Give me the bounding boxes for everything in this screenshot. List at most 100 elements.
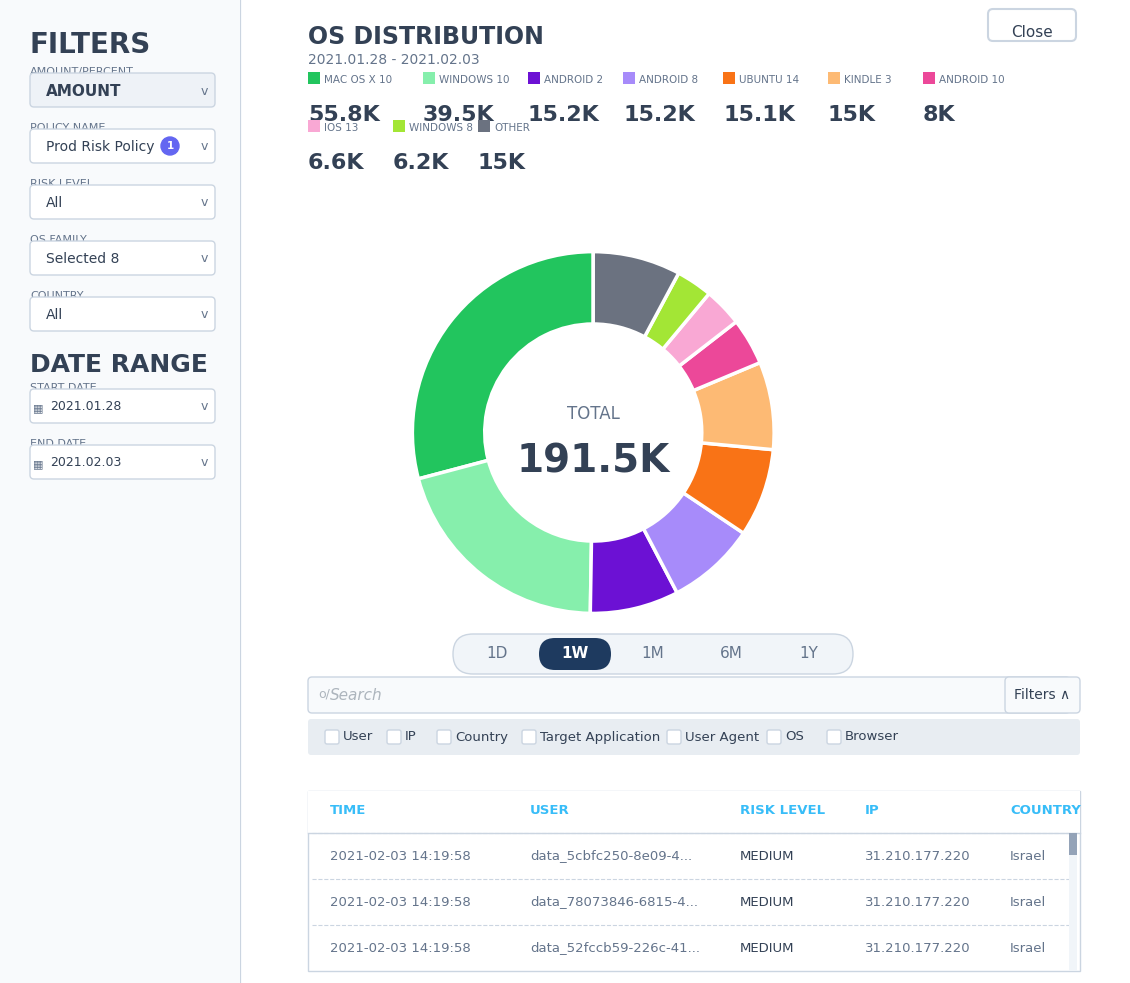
FancyBboxPatch shape (767, 730, 781, 744)
Wedge shape (644, 492, 744, 593)
Text: 2021-02-03 14:19:58: 2021-02-03 14:19:58 (330, 896, 471, 908)
Text: Filters ∧: Filters ∧ (1014, 688, 1070, 702)
FancyBboxPatch shape (539, 638, 611, 670)
FancyBboxPatch shape (308, 677, 1070, 713)
Text: KINDLE 3: KINDLE 3 (844, 75, 892, 85)
FancyBboxPatch shape (1005, 677, 1080, 713)
Text: Search: Search (330, 687, 383, 703)
Text: WINDOWS 8: WINDOWS 8 (409, 123, 473, 133)
FancyBboxPatch shape (0, 0, 242, 983)
FancyBboxPatch shape (308, 791, 1080, 833)
Wedge shape (684, 442, 773, 533)
Text: 15.2K: 15.2K (528, 105, 600, 125)
FancyBboxPatch shape (31, 129, 215, 163)
Text: 6.2K: 6.2K (393, 153, 450, 173)
Text: OS DISTRIBUTION: OS DISTRIBUTION (308, 25, 544, 49)
Wedge shape (593, 252, 679, 337)
Text: 15K: 15K (478, 153, 525, 173)
Wedge shape (663, 294, 737, 366)
Text: 1: 1 (166, 141, 174, 151)
Text: v: v (201, 308, 208, 321)
Text: 6.6K: 6.6K (308, 153, 365, 173)
Text: MEDIUM: MEDIUM (740, 942, 794, 954)
Text: v: v (201, 196, 208, 209)
Text: ▦: ▦ (33, 459, 43, 469)
Text: IOS 13: IOS 13 (324, 123, 358, 133)
FancyBboxPatch shape (1069, 833, 1077, 971)
Text: 39.5K: 39.5K (423, 105, 495, 125)
Text: 55.8K: 55.8K (308, 105, 380, 125)
Text: ANDROID 8: ANDROID 8 (638, 75, 698, 85)
FancyBboxPatch shape (667, 730, 681, 744)
Text: Israel: Israel (1010, 896, 1046, 908)
Text: Country: Country (455, 730, 508, 743)
FancyBboxPatch shape (827, 730, 841, 744)
Text: v: v (201, 400, 208, 413)
Text: 15.1K: 15.1K (723, 105, 794, 125)
Wedge shape (418, 460, 591, 613)
Text: UBUNTU 14: UBUNTU 14 (739, 75, 799, 85)
Text: 1M: 1M (642, 647, 664, 662)
Text: Browser: Browser (845, 730, 899, 743)
FancyBboxPatch shape (478, 120, 490, 132)
FancyBboxPatch shape (528, 72, 540, 84)
Text: 15K: 15K (828, 105, 876, 125)
Text: FILTERS: FILTERS (31, 31, 151, 59)
Text: Target Application: Target Application (540, 730, 660, 743)
Text: Close: Close (1011, 25, 1053, 40)
Text: Israel: Israel (1010, 942, 1046, 954)
Text: Israel: Israel (1010, 849, 1046, 862)
Text: 6M: 6M (720, 647, 742, 662)
Text: TOTAL: TOTAL (567, 405, 619, 424)
Text: AMOUNT/PERCENT: AMOUNT/PERCENT (31, 67, 133, 77)
Text: AMOUNT: AMOUNT (46, 84, 122, 99)
Text: ANDROID 10: ANDROID 10 (939, 75, 1005, 85)
FancyBboxPatch shape (308, 719, 1080, 755)
Text: User: User (344, 730, 373, 743)
Text: v: v (201, 252, 208, 265)
Text: MEDIUM: MEDIUM (740, 896, 794, 908)
Text: DATE RANGE: DATE RANGE (31, 353, 208, 377)
FancyBboxPatch shape (31, 241, 215, 275)
Text: IP: IP (405, 730, 417, 743)
Text: 1W: 1W (562, 647, 589, 662)
FancyBboxPatch shape (423, 72, 435, 84)
FancyBboxPatch shape (1069, 833, 1077, 855)
Text: OTHER: OTHER (494, 123, 530, 133)
FancyBboxPatch shape (308, 72, 320, 84)
Text: ANDROID 2: ANDROID 2 (544, 75, 603, 85)
Text: 31.210.177.220: 31.210.177.220 (864, 942, 971, 954)
FancyBboxPatch shape (386, 730, 401, 744)
Text: USER: USER (530, 804, 570, 818)
Text: v: v (201, 140, 208, 153)
Text: IP: IP (864, 804, 879, 818)
Text: POLICY NAME: POLICY NAME (31, 123, 105, 133)
Text: Selected 8: Selected 8 (46, 252, 120, 266)
Text: MAC OS X 10: MAC OS X 10 (324, 75, 392, 85)
Text: 2021.01.28: 2021.01.28 (50, 400, 121, 413)
Text: COUNTRY: COUNTRY (31, 291, 84, 301)
Text: v: v (201, 85, 208, 98)
Circle shape (160, 137, 179, 155)
FancyBboxPatch shape (31, 389, 215, 423)
Text: 31.210.177.220: 31.210.177.220 (864, 896, 971, 908)
Text: MEDIUM: MEDIUM (740, 849, 794, 862)
Text: data_78073846-6815-4...: data_78073846-6815-4... (530, 896, 698, 908)
Text: START DATE: START DATE (31, 383, 97, 393)
Text: 191.5K: 191.5K (516, 442, 670, 481)
Text: OS: OS (785, 730, 803, 743)
Text: Prod Risk Policy: Prod Risk Policy (46, 140, 155, 154)
Text: o/: o/ (318, 687, 330, 701)
FancyBboxPatch shape (31, 445, 215, 479)
Text: All: All (46, 196, 63, 210)
FancyBboxPatch shape (623, 72, 635, 84)
Text: 1Y: 1Y (800, 647, 818, 662)
Text: 8K: 8K (923, 105, 956, 125)
Text: COUNTRY: COUNTRY (1010, 804, 1081, 818)
Text: OS FAMILY: OS FAMILY (31, 235, 87, 245)
FancyBboxPatch shape (308, 120, 320, 132)
FancyBboxPatch shape (31, 297, 215, 331)
Text: 2021-02-03 14:19:58: 2021-02-03 14:19:58 (330, 849, 471, 862)
FancyBboxPatch shape (723, 72, 734, 84)
Text: RISK LEVEL: RISK LEVEL (31, 179, 93, 189)
